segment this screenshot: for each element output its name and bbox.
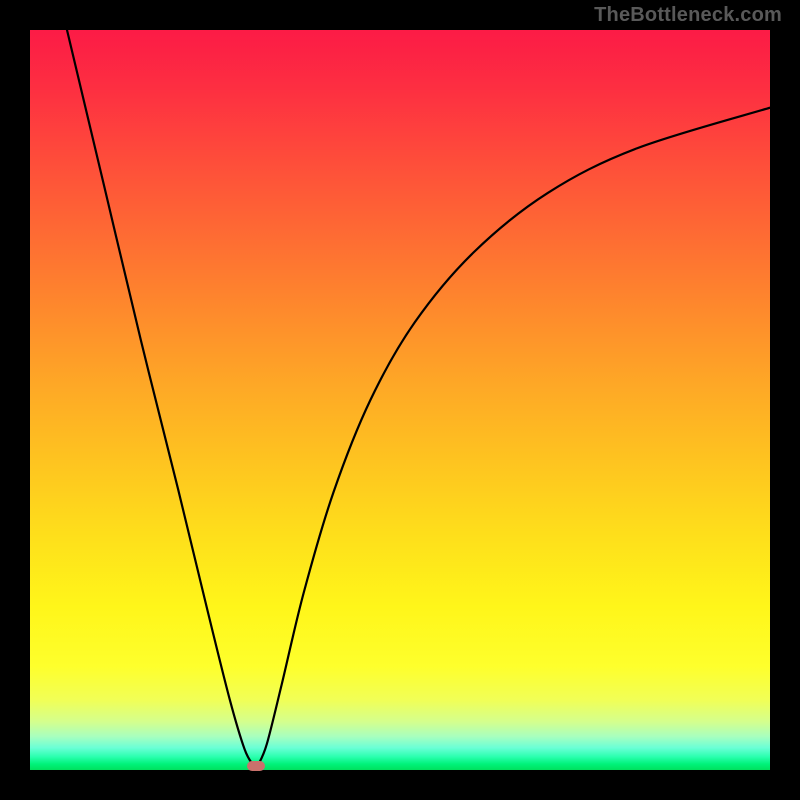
watermark-text: TheBottleneck.com: [594, 4, 782, 27]
plot-area: [30, 30, 770, 770]
chart-frame: TheBottleneck.com: [0, 0, 800, 800]
bottleneck-curve: [30, 30, 770, 770]
optimum-marker: [247, 761, 265, 771]
